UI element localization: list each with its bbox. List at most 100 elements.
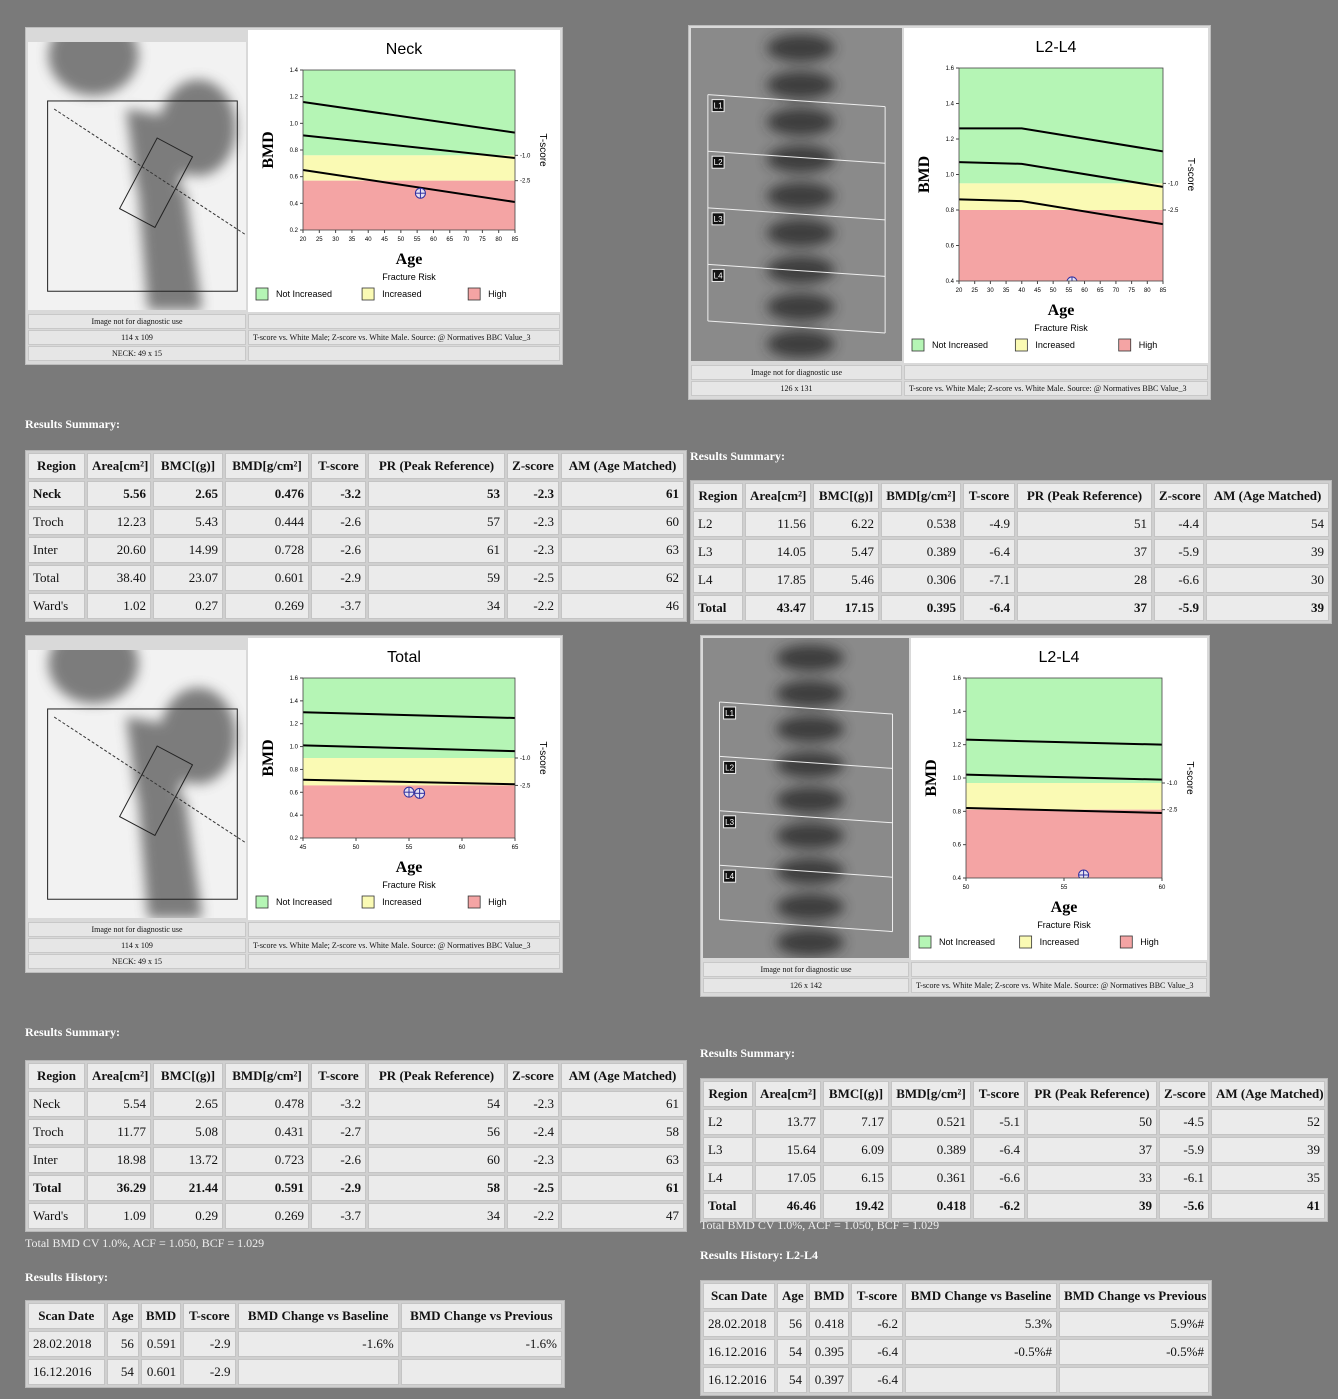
table-cell: 11.56 [745, 511, 811, 537]
table-cell: -2.9 [311, 565, 366, 591]
table-cell: 52 [1211, 1109, 1325, 1135]
risk-zone [959, 183, 1163, 210]
caption-cell: Image not for diagnostic use [28, 922, 246, 937]
table-cell: 5.46 [813, 567, 879, 593]
table-row: Total43.4717.150.395-6.437-5.939 [693, 595, 1329, 621]
y-tick-label: 0.8 [946, 208, 955, 214]
table-cell: 20.60 [87, 537, 151, 563]
table-cell: 0.601 [141, 1359, 181, 1385]
header-row: RegionArea[cm²]BMC[(g)]BMD[g/cm²]T-score… [28, 1063, 684, 1089]
table-cell: -5.9 [1154, 539, 1204, 565]
x-tick-label: 70 [1113, 288, 1120, 294]
x-axis-label: Age [1048, 302, 1075, 319]
y2-tick-label: -2.5 [1168, 208, 1179, 214]
legend-swatch [468, 288, 480, 300]
column-header: PR (Peak Reference) [1017, 483, 1152, 509]
column-header: BMD Change vs Previous [401, 1303, 562, 1329]
table-cell: 0.27 [153, 593, 223, 619]
table-cell: 16.12.2016 [28, 1359, 105, 1385]
table-cell: 46 [561, 593, 684, 619]
vertebra [767, 219, 835, 247]
report: (() => { const data = JSON.parse(documen… [0, 0, 1338, 1399]
table-cell: 0.395 [809, 1339, 849, 1365]
table-cell: 11.77 [87, 1119, 151, 1145]
column-header: AM (Age Matched) [561, 453, 684, 479]
legend-swatch [362, 896, 374, 908]
scan-panel: L1L2L3L4L2-L40.40.60.81.01.21.41.6505560… [700, 635, 1210, 997]
table-cell: 18.98 [87, 1147, 151, 1173]
table-cell: 0.29 [153, 1203, 223, 1229]
x-tick-label: 65 [512, 845, 519, 851]
column-header: Z-score [507, 453, 559, 479]
column-header: T-score [311, 1063, 366, 1089]
column-header: Scan Date [703, 1283, 775, 1309]
column-header: Age [107, 1303, 139, 1329]
column-header: BMD Change vs Baseline [238, 1303, 399, 1329]
table-cell: -4.5 [1159, 1109, 1209, 1135]
table-cell: 6.15 [823, 1165, 889, 1191]
table-cell: 39 [1206, 595, 1329, 621]
table-cell: 28.02.2018 [703, 1311, 775, 1337]
x-tick-label: 45 [300, 845, 307, 851]
calibration-note: Total BMD CV 1.0%, ACF = 1.050, BCF = 1.… [25, 1236, 264, 1251]
x-tick-label: 60 [1159, 885, 1166, 891]
tbody: 28.02.2018560.418-6.25.3%5.9%#16.12.2016… [703, 1311, 1209, 1393]
vertebra-label: L4 [714, 271, 723, 280]
table-cell: -2.3 [507, 481, 559, 507]
table-cell: 58 [561, 1119, 684, 1145]
column-header: PR (Peak Reference) [368, 453, 505, 479]
chart-title: L2-L4 [1039, 649, 1080, 666]
table-cell: 37 [1027, 1137, 1157, 1163]
y-tick-label: 0.2 [290, 836, 299, 842]
caption-cell: 114 x 109 [28, 938, 246, 953]
table-cell: -2.9 [311, 1175, 366, 1201]
table-cell: -2.9 [183, 1331, 235, 1357]
y-tick-label: 1.4 [290, 699, 299, 705]
table-cell: 0.418 [891, 1193, 971, 1219]
table-cell: 54 [107, 1359, 139, 1385]
x-tick-label: 50 [353, 845, 360, 851]
x-axis-label: Age [1051, 899, 1078, 916]
table-cell: -5.6 [1159, 1193, 1209, 1219]
table-row: 16.12.2016540.395-6.4-0.5%#-0.5%# [703, 1339, 1209, 1365]
legend-label: High [488, 897, 507, 907]
patient-point [404, 787, 414, 797]
header-row: RegionArea[cm²]BMC[(g)]BMD[g/cm²]T-score… [28, 453, 684, 479]
column-header: BMC[(g)] [823, 1081, 889, 1107]
table-cell: 54 [368, 1091, 505, 1117]
table-cell: L3 [703, 1137, 753, 1163]
spine [767, 34, 835, 358]
x-tick-label: 35 [1003, 288, 1010, 294]
table-cell: 16.12.2016 [703, 1367, 775, 1393]
table-cell: 13.77 [755, 1109, 821, 1135]
y-tick-label: 1.0 [946, 173, 955, 179]
table-cell: Inter [28, 1147, 85, 1173]
table-row: L314.055.470.389-6.437-5.939 [693, 539, 1329, 565]
column-header: T-score [963, 483, 1015, 509]
table-cell: -2.9 [183, 1359, 235, 1385]
table-cell: 0.269 [225, 593, 309, 619]
y2-axis-label: T-score [1184, 761, 1195, 795]
table-cell: 15.64 [755, 1137, 821, 1163]
table-cell: -2.2 [507, 593, 559, 619]
column-header: Area[cm²] [87, 1063, 151, 1089]
table-cell: 54 [1206, 511, 1329, 537]
table-cell: -0.5%# [905, 1339, 1057, 1365]
table-cell: -2.3 [507, 509, 559, 535]
y-tick-label: 0.6 [290, 790, 299, 796]
y-tick-label: 0.8 [290, 148, 299, 154]
legend-label: High [488, 289, 507, 299]
table-cell: 54 [777, 1367, 807, 1393]
y2-axis-label: T-score [1185, 158, 1196, 192]
column-header: Z-score [507, 1063, 559, 1089]
thead: Scan DateAgeBMDT-scoreBMD Change vs Base… [28, 1303, 562, 1329]
risk-zone [303, 181, 515, 230]
column-header: BMD [809, 1283, 849, 1309]
y-tick-label: 1.0 [290, 121, 299, 127]
y-tick-label: 0.8 [953, 809, 962, 815]
x-axis-label: Age [396, 859, 423, 876]
caption-cell: 126 x 131 [691, 381, 902, 396]
y-tick-label: 1.2 [290, 95, 299, 101]
